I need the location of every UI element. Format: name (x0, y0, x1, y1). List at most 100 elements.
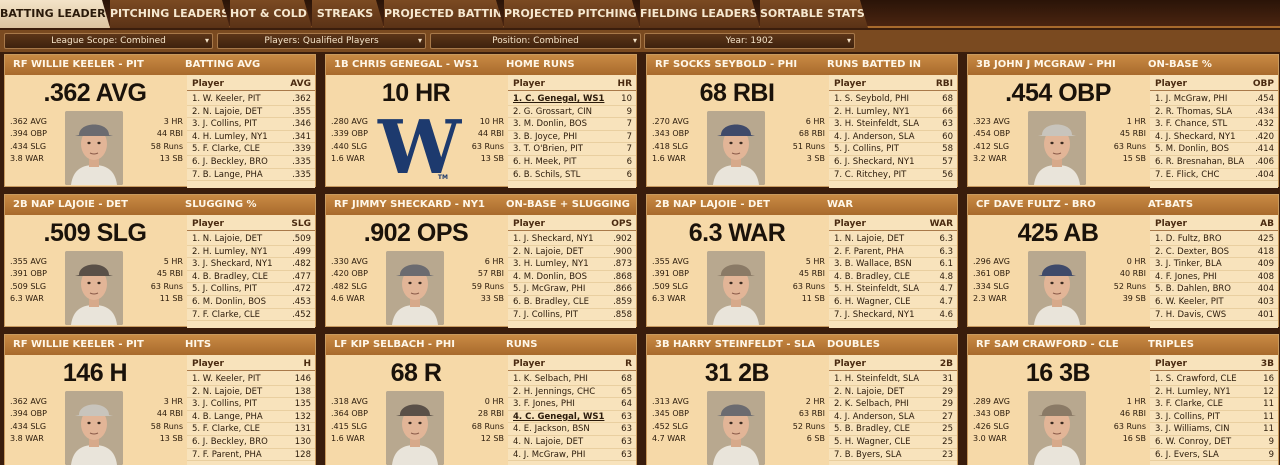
table-row[interactable]: 7. J. Sheckard, NY1 4.6 (829, 309, 957, 322)
player-name[interactable]: 3. J. Tinker, BLA (1155, 259, 1222, 270)
player-name[interactable]: 6. J. Beckley, BRO (192, 157, 268, 167)
player-name[interactable]: 3. J. Collins, PIT (192, 399, 257, 410)
table-row[interactable]: 5. F. Clarke, CLE .339 (187, 143, 315, 156)
player-name[interactable]: 5. F. Clarke, CLE (192, 144, 261, 155)
table-row[interactable]: 5. J. Collins, PIT .472 (187, 283, 315, 296)
player-name[interactable]: 2. H. Lumley, NY1 (834, 106, 910, 117)
table-row[interactable]: 4. H. Lumley, NY1 .341 (187, 131, 315, 144)
player-photo[interactable] (386, 391, 444, 465)
player-name[interactable]: 3. M. Donlin, BOS (513, 119, 587, 130)
table-row[interactable]: 1. N. Lajoie, DET 6.3 (829, 233, 957, 246)
table-row[interactable]: 3. M. Donlin, BOS 7 (508, 118, 636, 131)
table-row[interactable]: 5. J. McGraw, PHI .866 (508, 283, 636, 296)
player-name[interactable]: 5. J. Collins, PIT (192, 284, 257, 295)
player-name[interactable]: 2. F. Parent, PHA (834, 246, 904, 257)
player-name[interactable]: 6. M. Donlin, BOS (192, 297, 266, 307)
table-row[interactable]: 1. W. Keeler, PIT 146 (187, 373, 315, 386)
player-name[interactable]: 5. J. McGraw, PHI (513, 284, 586, 295)
player-name[interactable]: 4. B. Lange, PHA (192, 411, 263, 422)
player-name[interactable]: 7. H. Davis, CWS (1155, 309, 1227, 320)
player-name[interactable]: 3. B. Joyce, PHI (513, 131, 578, 142)
table-row[interactable]: 5. B. Dahlen, BRO 404 (1150, 283, 1278, 296)
table-row[interactable]: 6. H. Meek, PIT 6 (508, 156, 636, 169)
table-row[interactable]: 4. F. Jones, PHI 408 (1150, 271, 1278, 284)
table-row[interactable]: 3. F. Jones, PHI 64 (508, 398, 636, 411)
table-row[interactable]: 2. N. Lajoie, DET .900 (508, 246, 636, 259)
player-name[interactable]: 4. J. Anderson, SLA (834, 131, 915, 142)
table-row[interactable]: 7. F. Clarke, CLE .452 (187, 309, 315, 322)
table-row[interactable]: 1. D. Fultz, BRO 425 (1150, 233, 1278, 246)
player-name[interactable]: 4. N. Lajoie, DET (513, 437, 584, 447)
tab-sortable-stats[interactable]: SORTABLE STATS (760, 0, 868, 28)
player-name[interactable]: 5. J. Collins, PIT (834, 144, 899, 155)
column-header-player[interactable]: Player (834, 79, 866, 89)
leader-card[interactable]: RF JIMMY SHECKARD - NY1 ON-BASE + SLUGGIN… (325, 194, 637, 328)
player-photo[interactable] (707, 111, 765, 185)
player-name[interactable]: 4. H. Lumley, NY1 (192, 131, 268, 142)
leader-card[interactable]: RF WILLIE KEELER - PIT BATTING AVG .362 AV… (4, 54, 316, 188)
table-row[interactable]: 5. H. Steinfeldt, SLA 4.7 (829, 283, 957, 296)
leader-card[interactable]: RF SAM CRAWFORD - CLE TRIPLES 16 3B .289 AV… (967, 334, 1279, 465)
player-name[interactable]: 1. D. Fultz, BRO (1155, 234, 1222, 244)
player-name[interactable]: 2. K. Selbach, PHI (834, 399, 909, 410)
player-name[interactable]: 3. H. Lumley, NY1 (513, 259, 589, 270)
table-row[interactable]: 2. K. Selbach, PHI 29 (829, 398, 957, 411)
column-header-player[interactable]: Player (192, 79, 224, 89)
player-name[interactable]: 1. H. Steinfeldt, SLA (834, 374, 920, 384)
column-header-player[interactable]: Player (1155, 79, 1187, 89)
player-name[interactable]: 7. F. Parent, PHA (192, 449, 262, 460)
player-name[interactable]: 2. R. Thomas, SLA (1155, 106, 1233, 117)
table-row[interactable]: 1. C. Genegal, WS1 10 (508, 93, 636, 106)
player-name[interactable]: 4. J. Anderson, SLA (834, 411, 915, 422)
table-row[interactable]: 2. N. Lajoie, DET 138 (187, 386, 315, 399)
table-row[interactable]: 1. N. Lajoie, DET .509 (187, 233, 315, 246)
player-name[interactable]: 4. M. Donlin, BOS (513, 271, 587, 282)
position-select[interactable]: Position: Combined ▾ (430, 33, 641, 49)
player-name[interactable]: 1. J. McGraw, PHI (1155, 94, 1228, 104)
table-row[interactable]: 3. J. Collins, PIT 135 (187, 398, 315, 411)
leader-name[interactable]: 2B NAP LAJOIE - DET (13, 199, 128, 210)
table-row[interactable]: 4. J. McGraw, PHI 63 (508, 449, 636, 462)
column-header-player[interactable]: Player (513, 219, 545, 229)
table-row[interactable]: 6. W. Keeler, PIT 403 (1150, 296, 1278, 309)
player-name[interactable]: 2. N. Lajoie, DET (192, 386, 263, 397)
player-name[interactable]: 7. J. Sheckard, NY1 (834, 309, 915, 320)
player-photo[interactable] (1028, 391, 1086, 465)
league-scope-select[interactable]: League Scope: Combined ▾ (4, 33, 213, 49)
table-row[interactable]: 6. M. Donlin, BOS .453 (187, 296, 315, 309)
player-name[interactable]: 6. W. Conroy, DET (1155, 437, 1232, 447)
player-photo[interactable] (386, 251, 444, 325)
leader-card[interactable]: CF DAVE FULTZ - BRO AT-BATS 425 AB .296 AVG… (967, 194, 1279, 328)
leader-name[interactable]: 2B NAP LAJOIE - DET (655, 199, 770, 210)
table-row[interactable]: 4. E. Jackson, BSN 63 (508, 423, 636, 436)
players-select[interactable]: Players: Qualified Players ▾ (217, 33, 426, 49)
table-row[interactable]: 3. J. Collins, PIT 11 (1150, 411, 1278, 424)
column-header-player[interactable]: Player (1155, 359, 1187, 369)
player-name[interactable]: 6. H. Meek, PIT (513, 157, 577, 167)
table-row[interactable]: 2. N. Lajoie, DET 29 (829, 386, 957, 399)
table-row[interactable]: 3. J. Collins, PIT .346 (187, 118, 315, 131)
player-name[interactable]: 3. J. Collins, PIT (192, 119, 257, 130)
player-name[interactable]: 6. H. Wagner, CLE (834, 297, 911, 307)
table-row[interactable]: 7. J. Collins, PIT .858 (508, 309, 636, 322)
player-name[interactable]: 2. G. Grossart, CIN (513, 106, 592, 117)
column-header-stat[interactable]: 2B (939, 359, 953, 369)
player-name[interactable]: 2. H. Jennings, CHC (513, 386, 596, 397)
column-header-player[interactable]: Player (192, 359, 224, 369)
player-name[interactable]: 7. C. Ritchey, PIT (834, 169, 907, 180)
player-name[interactable]: 3. T. O'Brien, PIT (513, 144, 583, 155)
player-name[interactable]: 7. F. Clarke, CLE (192, 309, 261, 320)
table-row[interactable]: 2. H. Jennings, CHC 65 (508, 386, 636, 399)
table-row[interactable]: 7. B. Byers, SLA 23 (829, 449, 957, 462)
table-row[interactable]: 6. J. Evers, SLA 9 (1150, 449, 1278, 462)
table-row[interactable]: 6. W. Conroy, DET 9 (1150, 436, 1278, 449)
column-header-player[interactable]: Player (513, 359, 545, 369)
player-photo[interactable] (65, 111, 123, 185)
table-row[interactable]: 7. C. Ritchey, PIT 56 (829, 169, 957, 182)
player-name[interactable]: 1. S. Crawford, CLE (1155, 374, 1237, 384)
player-name[interactable]: 6. R. Bresnahan, BLA (1155, 157, 1245, 167)
table-row[interactable]: 5. J. Collins, PIT 58 (829, 143, 957, 156)
table-row[interactable]: 6. J. Sheckard, NY1 57 (829, 156, 957, 169)
player-name[interactable]: 2. N. Lajoie, DET (192, 106, 263, 117)
table-row[interactable]: 1. H. Steinfeldt, SLA 31 (829, 373, 957, 386)
